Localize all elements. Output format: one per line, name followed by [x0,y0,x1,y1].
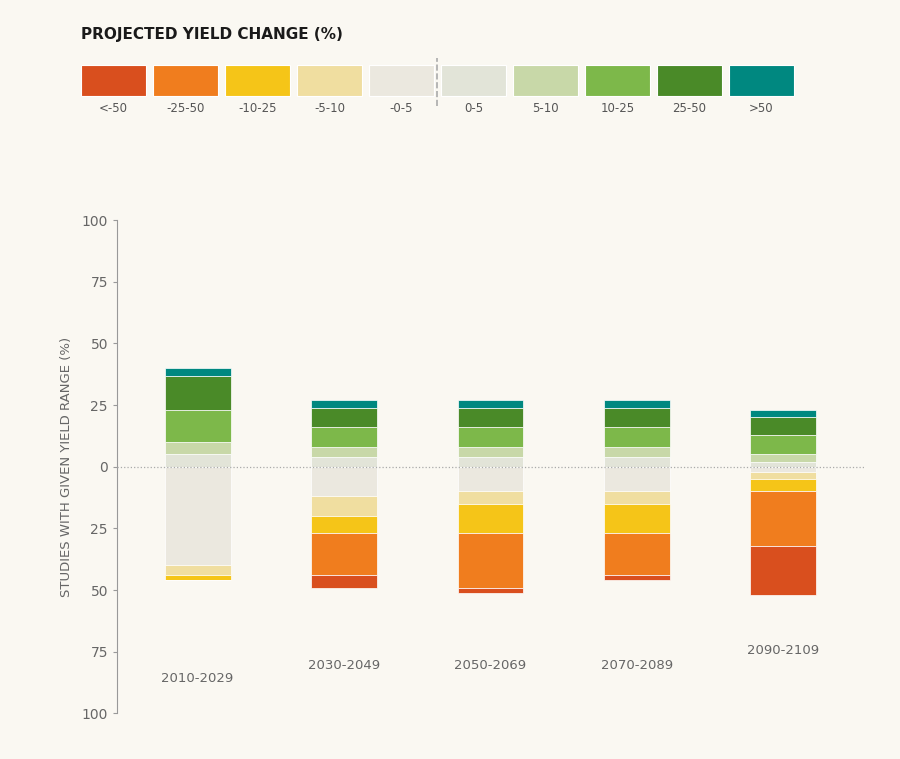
Bar [311,447,377,457]
Bar [604,447,670,457]
Bar [604,534,670,575]
Text: 0-5: 0-5 [464,102,483,115]
Bar [165,575,230,580]
Text: 2090-2109: 2090-2109 [747,644,820,657]
Bar [311,534,377,575]
Bar [604,492,670,504]
Text: PROJECTED YIELD CHANGE (%): PROJECTED YIELD CHANGE (%) [81,27,343,42]
Text: -25-50: -25-50 [166,102,204,115]
Text: 10-25: 10-25 [600,102,634,115]
Bar [457,467,524,492]
Bar [604,457,670,467]
Bar [311,575,377,587]
Bar [165,467,230,565]
Bar [311,408,377,427]
Bar [311,400,377,408]
Bar [311,467,377,496]
Bar [604,400,670,408]
Bar [165,455,230,467]
Text: -10-25: -10-25 [238,102,276,115]
Bar [751,461,816,467]
Bar [751,467,816,471]
Bar [604,575,670,580]
Text: 2030-2049: 2030-2049 [308,659,380,672]
Text: 2010-2029: 2010-2029 [161,672,234,685]
Text: 25-50: 25-50 [672,102,706,115]
Bar [311,457,377,467]
Text: -5-10: -5-10 [314,102,345,115]
Bar [457,504,524,534]
Bar [311,427,377,447]
Bar [457,400,524,408]
Bar [751,410,816,417]
Text: 2050-2069: 2050-2069 [454,659,526,672]
Bar [165,376,230,410]
Bar [751,417,816,435]
Bar [751,479,816,492]
Text: >50: >50 [749,102,774,115]
Text: 5-10: 5-10 [532,102,559,115]
Text: -0-5: -0-5 [390,102,413,115]
Bar [311,496,377,516]
Bar [165,565,230,575]
Bar [604,408,670,427]
Text: <-50: <-50 [99,102,128,115]
Text: 2070-2089: 2070-2089 [601,659,673,672]
Bar [165,442,230,455]
Bar [457,427,524,447]
Bar [751,492,816,546]
Bar [165,368,230,376]
Bar [457,492,524,504]
Bar [604,427,670,447]
Bar [604,467,670,492]
Bar [311,516,377,534]
Bar [751,435,816,455]
Bar [751,546,816,595]
Y-axis label: STUDIES WITH GIVEN YIELD RANGE (%): STUDIES WITH GIVEN YIELD RANGE (%) [60,337,73,597]
Bar [604,504,670,534]
Bar [457,447,524,457]
Bar [457,457,524,467]
Bar [457,587,524,593]
Bar [751,471,816,479]
Bar [457,408,524,427]
Bar [751,455,816,461]
Bar [457,534,524,587]
Bar [165,410,230,442]
